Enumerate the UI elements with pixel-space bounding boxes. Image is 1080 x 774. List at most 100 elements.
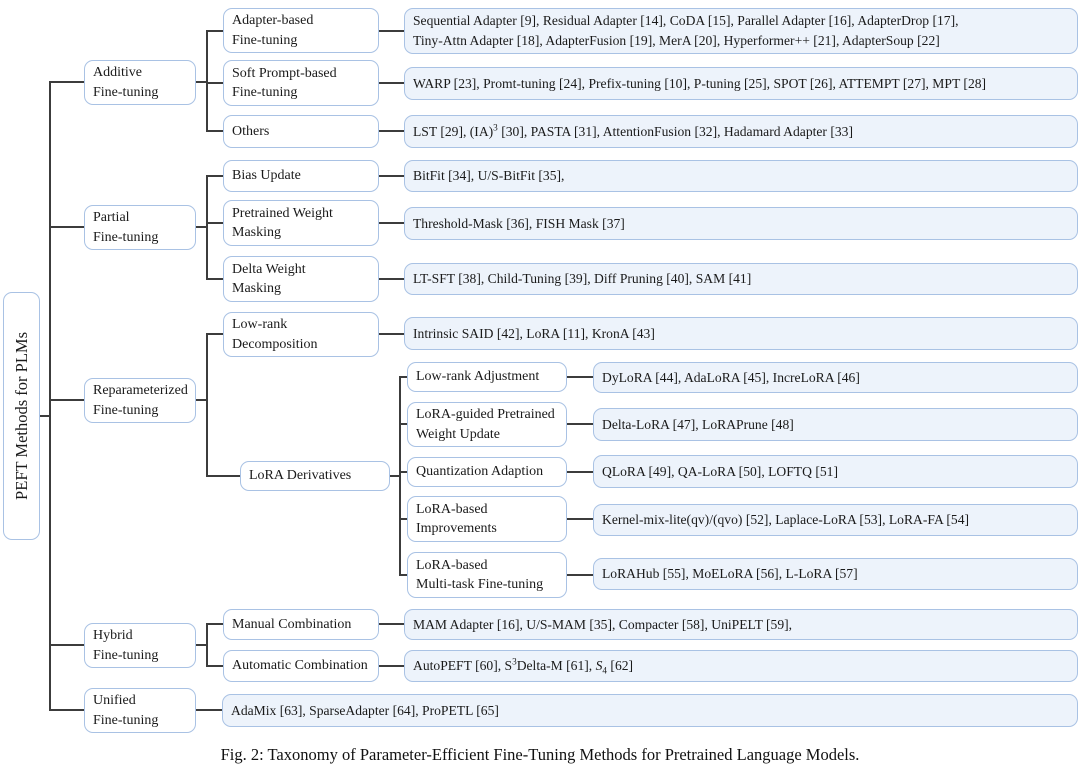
node-label: Bias Update <box>232 168 301 184</box>
connector <box>50 399 84 401</box>
connector <box>399 518 407 520</box>
connector <box>49 81 51 711</box>
connector <box>196 644 207 646</box>
connector <box>567 471 593 473</box>
node-label: LoRA-based Multi-task Fine-tuning <box>416 557 544 592</box>
node-label: LoRA-based Improvements <box>416 501 497 536</box>
connector <box>567 518 593 520</box>
node-bias-update: Bias Update <box>223 160 379 192</box>
node-low-rank-adjustment: Low-rank Adjustment <box>407 362 567 392</box>
connector <box>206 278 223 280</box>
connector <box>379 623 404 625</box>
node-reparameterized-fine-tuning: Reparameterized Fine-tuning <box>84 378 196 423</box>
node-label: Manual Combination <box>232 616 352 632</box>
connector <box>399 471 407 473</box>
node-delta-weight-masking: Delta Weight Masking <box>223 256 379 302</box>
connector <box>50 226 84 228</box>
node-adapter-based: Adapter-based Fine-tuning <box>223 8 379 53</box>
connector <box>40 415 50 417</box>
connector <box>196 399 207 401</box>
connector <box>206 623 208 667</box>
leaf-low-rank-decomposition-methods: Intrinsic SAID [42], LoRA [11], KronA [4… <box>404 317 1078 350</box>
connector <box>196 81 207 83</box>
connector <box>206 333 223 335</box>
connector <box>399 376 407 378</box>
node-quantization-adaption: Quantization Adaption <box>407 457 567 487</box>
node-label: Others <box>232 123 270 139</box>
leaf-text: WARP [23], Promt-tuning [24], Prefix-tun… <box>413 75 987 91</box>
leaf-text: BitFit [34], U/S-BitFit [35], <box>413 168 565 184</box>
leaf-text: LoRAHub [55], MoELoRA [56], L-LoRA [57] <box>602 566 858 582</box>
connector <box>50 709 84 711</box>
node-pretrained-weight-masking: Pretrained Weight Masking <box>223 200 379 246</box>
leaf-text: QLoRA [49], QA-LoRA [50], LOFTQ [51] <box>602 463 838 479</box>
node-low-rank-decomposition: Low-rank Decomposition <box>223 312 379 357</box>
leaf-manual-combination-methods: MAM Adapter [16], U/S-MAM [35], Compacte… <box>404 609 1078 640</box>
leaf-text: Kernel-mix-lite(qv)/(qvo) [52], Laplace-… <box>602 512 970 528</box>
connector <box>206 130 223 132</box>
node-root-peft-methods: PEFT Methods for PLMs <box>3 292 40 540</box>
connector <box>50 81 84 83</box>
node-additive-fine-tuning: Additive Fine-tuning <box>84 60 196 105</box>
connector <box>390 475 400 477</box>
leaf-quantization-adaption-methods: QLoRA [49], QA-LoRA [50], LOFTQ [51] <box>593 455 1078 488</box>
node-label: LoRA-guided Pretrained Weight Update <box>416 407 555 442</box>
leaf-pretrained-weight-masking-methods: Threshold-Mask [36], FISH Mask [37] <box>404 207 1078 240</box>
figure-caption: Fig. 2: Taxonomy of Parameter-Efficient … <box>220 745 860 764</box>
connector <box>379 175 404 177</box>
connector <box>206 175 223 177</box>
leaf-text: DyLoRA [44], AdaLoRA [45], IncreLoRA [46… <box>602 369 860 385</box>
connector <box>206 665 223 667</box>
node-hybrid-fine-tuning: Hybrid Fine-tuning <box>84 623 196 668</box>
connector <box>567 376 593 378</box>
node-label: Partial Fine-tuning <box>93 210 159 245</box>
connector <box>567 423 593 425</box>
connector <box>50 644 84 646</box>
node-label: Reparameterized Fine-tuning <box>93 383 188 418</box>
node-lora-based-improvements: LoRA-based Improvements <box>407 496 567 542</box>
node-label: Pretrained Weight Masking <box>232 205 333 240</box>
connector <box>206 30 208 132</box>
connector <box>379 130 404 132</box>
node-unified-fine-tuning: Unified Fine-tuning <box>84 688 196 733</box>
connector <box>206 222 223 224</box>
connector <box>206 30 223 32</box>
leaf-text: LT-SFT [38], Child-Tuning [39], Diff Pru… <box>413 271 752 287</box>
leaf-unified-methods: AdaMix [63], SparseAdapter [64], ProPETL… <box>222 694 1078 727</box>
leaf-text: Threshold-Mask [36], FISH Mask [37] <box>413 215 625 231</box>
connector <box>379 278 404 280</box>
leaf-adapter-based-methods: Sequential Adapter [9], Residual Adapter… <box>404 8 1078 54</box>
connector <box>399 574 407 576</box>
leaf-bias-update-methods: BitFit [34], U/S-BitFit [35], <box>404 160 1078 192</box>
leaf-text: Intrinsic SAID [42], LoRA [11], KronA [4… <box>413 325 655 341</box>
leaf-soft-prompt-methods: WARP [23], Promt-tuning [24], Prefix-tun… <box>404 67 1078 100</box>
leaf-others-methods: LST [29], (IA)3 [30], PASTA [31], Attent… <box>404 115 1078 148</box>
node-label: Additive Fine-tuning <box>93 65 159 100</box>
connector <box>379 222 404 224</box>
leaf-text: LST [29], (IA)3 [30], PASTA [31], Attent… <box>413 122 853 139</box>
node-label: Hybrid Fine-tuning <box>93 628 159 663</box>
node-others: Others <box>223 115 379 148</box>
node-lora-guided-pretrained-weight-update: LoRA-guided Pretrained Weight Update <box>407 402 567 447</box>
node-lora-based-multi-task: LoRA-based Multi-task Fine-tuning <box>407 552 567 598</box>
root-label: PEFT Methods for PLMs <box>11 332 31 500</box>
node-manual-combination: Manual Combination <box>223 609 379 640</box>
node-label: Adapter-based Fine-tuning <box>232 13 314 48</box>
node-label: Low-rank Decomposition <box>232 317 318 352</box>
leaf-text: Delta-LoRA [47], LoRAPrune [48] <box>602 416 794 432</box>
leaf-low-rank-adjustment-methods: DyLoRA [44], AdaLoRA [45], IncreLoRA [46… <box>593 362 1078 393</box>
connector <box>399 423 407 425</box>
connector <box>567 574 593 576</box>
node-automatic-combination: Automatic Combination <box>223 650 379 682</box>
connector <box>206 623 223 625</box>
connector <box>206 82 223 84</box>
node-label: LoRA Derivatives <box>249 468 352 484</box>
connector <box>379 30 404 32</box>
node-label: Quantization Adaption <box>416 464 544 480</box>
leaf-automatic-combination-methods: AutoPEFT [60], S3Delta-M [61], S4 [62] <box>404 650 1078 682</box>
leaf-lora-multi-task-methods: LoRAHub [55], MoELoRA [56], L-LoRA [57] <box>593 558 1078 590</box>
leaf-delta-weight-masking-methods: LT-SFT [38], Child-Tuning [39], Diff Pru… <box>404 263 1078 295</box>
node-soft-prompt-based: Soft Prompt-based Fine-tuning <box>223 60 379 106</box>
connector <box>379 82 404 84</box>
